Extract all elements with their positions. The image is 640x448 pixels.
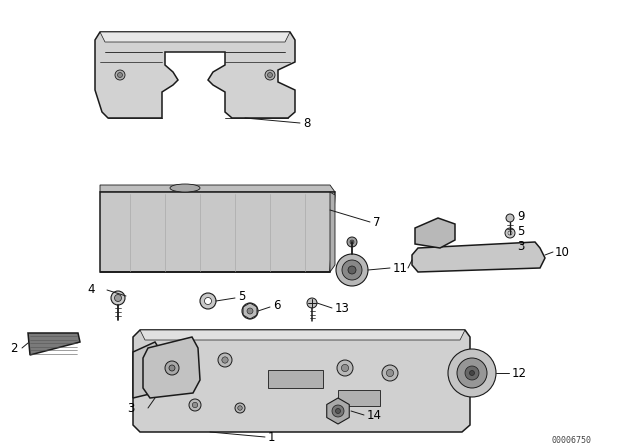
FancyBboxPatch shape xyxy=(338,390,380,406)
Text: 14: 14 xyxy=(367,409,382,422)
Polygon shape xyxy=(140,330,465,340)
Polygon shape xyxy=(133,342,162,398)
Polygon shape xyxy=(95,32,295,118)
Text: 4: 4 xyxy=(88,283,95,296)
Circle shape xyxy=(332,405,344,417)
Circle shape xyxy=(237,406,243,410)
Polygon shape xyxy=(28,333,80,355)
Circle shape xyxy=(505,228,515,238)
Circle shape xyxy=(307,298,317,308)
Polygon shape xyxy=(100,192,335,272)
Text: 5: 5 xyxy=(238,289,245,302)
Circle shape xyxy=(200,293,216,309)
Circle shape xyxy=(222,357,228,363)
Text: 6: 6 xyxy=(273,298,280,311)
Circle shape xyxy=(169,365,175,371)
Circle shape xyxy=(350,240,354,244)
Text: 5: 5 xyxy=(517,224,524,237)
Text: 10: 10 xyxy=(555,246,570,258)
Circle shape xyxy=(182,355,188,361)
Text: 7: 7 xyxy=(373,215,381,228)
Text: 2: 2 xyxy=(10,341,17,354)
Circle shape xyxy=(347,237,357,247)
Circle shape xyxy=(268,73,273,78)
Polygon shape xyxy=(415,218,455,248)
Circle shape xyxy=(118,73,122,78)
Polygon shape xyxy=(133,330,470,432)
Text: 9: 9 xyxy=(517,210,525,223)
Text: 8: 8 xyxy=(303,116,310,129)
Circle shape xyxy=(265,70,275,80)
Text: 11: 11 xyxy=(393,262,408,275)
Text: 1: 1 xyxy=(268,431,275,444)
Polygon shape xyxy=(327,398,349,424)
Circle shape xyxy=(336,254,368,286)
Circle shape xyxy=(242,303,258,319)
FancyBboxPatch shape xyxy=(268,370,323,388)
Circle shape xyxy=(448,349,496,397)
Text: 13: 13 xyxy=(335,302,350,314)
Circle shape xyxy=(111,291,125,305)
Polygon shape xyxy=(412,242,545,272)
Text: 12: 12 xyxy=(512,366,527,379)
Circle shape xyxy=(382,365,398,381)
Circle shape xyxy=(235,403,245,413)
Circle shape xyxy=(341,364,349,371)
Text: 3: 3 xyxy=(127,401,135,414)
Polygon shape xyxy=(100,192,335,272)
Circle shape xyxy=(115,294,122,302)
Text: 3: 3 xyxy=(517,240,524,253)
Circle shape xyxy=(115,70,125,80)
Circle shape xyxy=(218,353,232,367)
Circle shape xyxy=(165,361,179,375)
Circle shape xyxy=(387,370,394,377)
Circle shape xyxy=(470,370,474,375)
Circle shape xyxy=(337,360,353,376)
Circle shape xyxy=(189,399,201,411)
Circle shape xyxy=(506,214,514,222)
Circle shape xyxy=(192,402,198,408)
Circle shape xyxy=(205,297,211,305)
Polygon shape xyxy=(100,32,290,42)
Circle shape xyxy=(465,366,479,380)
Circle shape xyxy=(335,409,340,414)
Circle shape xyxy=(457,358,487,388)
Polygon shape xyxy=(100,185,335,192)
Circle shape xyxy=(342,260,362,280)
Circle shape xyxy=(178,351,192,365)
Circle shape xyxy=(348,266,356,274)
Ellipse shape xyxy=(170,184,200,192)
Circle shape xyxy=(247,308,253,314)
Polygon shape xyxy=(143,337,200,398)
Text: 00006750: 00006750 xyxy=(552,435,592,444)
Circle shape xyxy=(508,231,512,235)
